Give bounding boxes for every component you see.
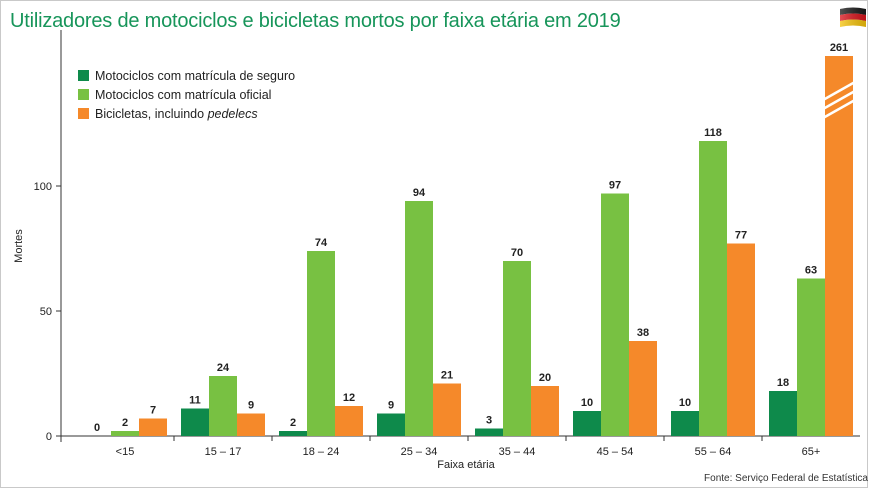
bar-0-3 bbox=[377, 413, 405, 436]
bar-1-5 bbox=[601, 193, 629, 436]
y-tick-label: 100 bbox=[34, 181, 52, 193]
bar-1-0 bbox=[111, 431, 139, 436]
axis-break-mark bbox=[822, 89, 856, 111]
data-label: 7 bbox=[150, 405, 156, 417]
legend-swatch-oficial bbox=[78, 89, 89, 100]
bar-2-0 bbox=[139, 418, 167, 436]
data-label: 38 bbox=[637, 327, 649, 339]
axis-break-mark bbox=[822, 98, 856, 120]
bar-2-4 bbox=[531, 386, 559, 436]
x-axis-label: Faixa etária bbox=[437, 459, 495, 471]
bar-0-6 bbox=[671, 411, 699, 436]
data-label: 11 bbox=[189, 395, 201, 407]
legend-item-seguro: Motociclos com matrícula de seguro bbox=[78, 66, 295, 85]
x-tick-label: 55 – 64 bbox=[695, 446, 732, 458]
bar-2-7 bbox=[825, 56, 853, 436]
x-tick-label: 25 – 34 bbox=[401, 446, 438, 458]
bar-0-2 bbox=[279, 431, 307, 436]
source-note: Fonte: Serviço Federal de Estatística bbox=[704, 473, 868, 484]
data-label: 10 bbox=[581, 397, 593, 409]
y-tick-label: 0 bbox=[46, 431, 52, 443]
x-tick-label: <15 bbox=[116, 446, 135, 458]
data-label: 10 bbox=[679, 397, 691, 409]
data-label: 118 bbox=[704, 127, 722, 139]
x-tick-label: 15 – 17 bbox=[205, 446, 242, 458]
legend-label-bicicletas-prefix: Bicicletas, incluindo bbox=[95, 106, 208, 121]
bar-2-1 bbox=[237, 413, 265, 436]
data-label: 24 bbox=[217, 362, 230, 374]
data-label: 74 bbox=[315, 237, 328, 249]
x-tick-label: 35 – 44 bbox=[499, 446, 536, 458]
bar-0-1 bbox=[181, 408, 209, 436]
data-label: 9 bbox=[248, 400, 254, 412]
axis-break-mark bbox=[822, 80, 856, 102]
x-tick-label: 18 – 24 bbox=[303, 446, 340, 458]
legend-swatch-seguro bbox=[78, 70, 89, 81]
x-tick-label: 45 – 54 bbox=[597, 446, 634, 458]
bar-2-3 bbox=[433, 383, 461, 436]
bar-2-6 bbox=[727, 243, 755, 436]
germany-flag-icon bbox=[840, 7, 866, 27]
legend-item-bicicletas: Bicicletas, incluindo pedelecs bbox=[78, 104, 295, 123]
data-label: 20 bbox=[539, 372, 551, 384]
bar-1-2 bbox=[307, 251, 335, 436]
bar-2-2 bbox=[335, 406, 363, 436]
legend-label-bicicletas-italic: pedelecs bbox=[207, 106, 258, 121]
chart-legend: Motociclos com matrícula de seguro Motoc… bbox=[78, 66, 295, 123]
data-label: 3 bbox=[486, 415, 492, 427]
legend-item-oficial: Motociclos com matrícula oficial bbox=[78, 85, 295, 104]
data-label: 63 bbox=[805, 265, 817, 277]
data-label: 12 bbox=[343, 392, 355, 404]
data-label: 0 bbox=[94, 422, 100, 434]
bar-0-4 bbox=[475, 428, 503, 436]
bar-1-1 bbox=[209, 376, 237, 436]
y-tick-label: 50 bbox=[40, 306, 52, 318]
bar-0-5 bbox=[573, 411, 601, 436]
bar-1-7 bbox=[797, 278, 825, 436]
legend-label-seguro: Motociclos com matrícula de seguro bbox=[95, 68, 296, 83]
x-tick-label: 65+ bbox=[802, 446, 821, 458]
data-label: 261 bbox=[830, 42, 848, 54]
data-label: 21 bbox=[441, 370, 453, 382]
bar-1-6 bbox=[699, 141, 727, 436]
data-label: 9 bbox=[388, 400, 394, 412]
data-label: 2 bbox=[290, 417, 296, 429]
legend-swatch-bicicletas bbox=[78, 108, 89, 119]
bar-1-4 bbox=[503, 261, 531, 436]
legend-label-oficial: Motociclos com matrícula oficial bbox=[95, 87, 272, 102]
data-label: 2 bbox=[122, 417, 128, 429]
legend-label-bicicletas: Bicicletas, incluindo pedelecs bbox=[95, 107, 258, 121]
data-label: 70 bbox=[511, 247, 523, 259]
data-label: 77 bbox=[735, 230, 747, 242]
y-axis-label: Mortes bbox=[13, 229, 25, 263]
data-label: 18 bbox=[777, 377, 789, 389]
bar-1-3 bbox=[405, 201, 433, 436]
data-label: 94 bbox=[413, 187, 426, 199]
bar-2-5 bbox=[629, 341, 657, 436]
chart-title: Utilizadores de motociclos e bicicletas … bbox=[10, 10, 621, 32]
bar-0-7 bbox=[769, 391, 797, 436]
data-label: 97 bbox=[609, 180, 621, 192]
